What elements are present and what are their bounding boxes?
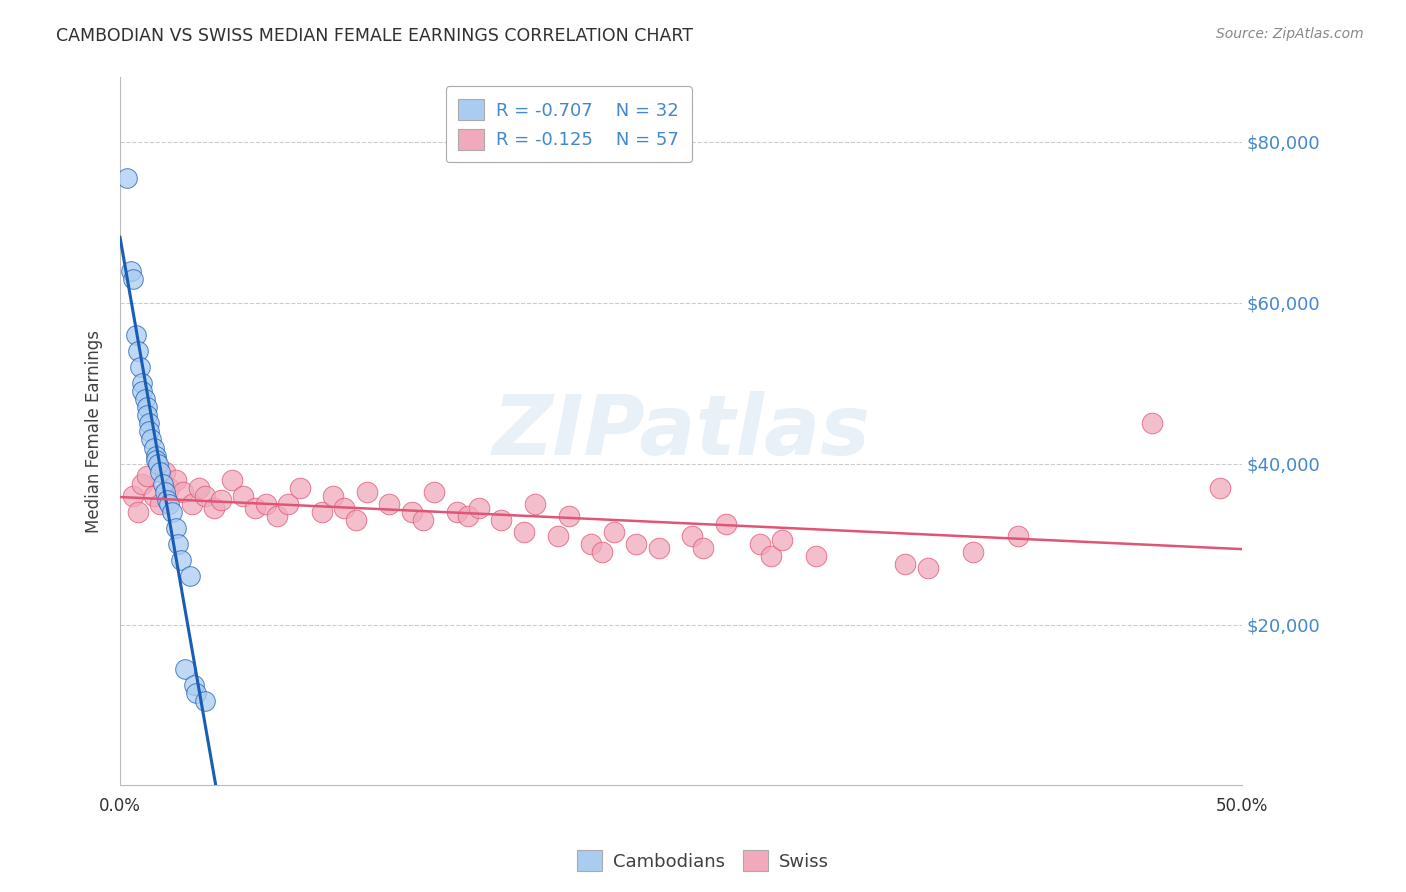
Point <box>692 541 714 555</box>
Point <box>138 425 160 439</box>
Point <box>344 513 367 527</box>
Point <box>243 500 266 515</box>
Point <box>412 513 434 527</box>
Point <box>221 473 243 487</box>
Point <box>135 409 157 423</box>
Point <box>513 524 536 539</box>
Point <box>457 508 479 523</box>
Point <box>174 662 197 676</box>
Point <box>127 343 149 358</box>
Point <box>592 545 614 559</box>
Point <box>138 417 160 431</box>
Point <box>647 541 669 555</box>
Point <box>378 497 401 511</box>
Point <box>714 516 737 531</box>
Point <box>115 171 138 186</box>
Point <box>333 500 356 515</box>
Point <box>131 476 153 491</box>
Point <box>157 497 180 511</box>
Point <box>209 492 232 507</box>
Point <box>172 484 194 499</box>
Point <box>759 549 782 563</box>
Point <box>120 263 142 277</box>
Point <box>1142 417 1164 431</box>
Point <box>624 537 647 551</box>
Point <box>1007 529 1029 543</box>
Point <box>254 497 277 511</box>
Y-axis label: Median Female Earnings: Median Female Earnings <box>86 330 103 533</box>
Point <box>202 500 225 515</box>
Point <box>141 433 163 447</box>
Point <box>153 484 176 499</box>
Point <box>149 497 172 511</box>
Point <box>142 489 165 503</box>
Point <box>917 561 939 575</box>
Point <box>167 537 190 551</box>
Point <box>524 497 547 511</box>
Point <box>491 513 513 527</box>
Point <box>146 457 169 471</box>
Point <box>401 505 423 519</box>
Point <box>277 497 299 511</box>
Point <box>770 533 793 547</box>
Point <box>127 505 149 519</box>
Point <box>602 524 624 539</box>
Point <box>122 271 145 285</box>
Legend: Cambodians, Swiss: Cambodians, Swiss <box>569 843 837 879</box>
Point <box>145 452 167 467</box>
Point <box>142 441 165 455</box>
Point <box>423 484 446 499</box>
Point <box>135 468 157 483</box>
Point <box>1208 481 1230 495</box>
Text: Source: ZipAtlas.com: Source: ZipAtlas.com <box>1216 27 1364 41</box>
Point <box>804 549 827 563</box>
Point <box>160 505 183 519</box>
Point <box>547 529 569 543</box>
Point <box>186 686 208 700</box>
Point <box>153 465 176 479</box>
Text: CAMBODIAN VS SWISS MEDIAN FEMALE EARNINGS CORRELATION CHART: CAMBODIAN VS SWISS MEDIAN FEMALE EARNING… <box>56 27 693 45</box>
Point <box>183 678 205 692</box>
Point <box>894 558 917 572</box>
Point <box>169 553 191 567</box>
Point <box>165 473 187 487</box>
Point <box>124 327 146 342</box>
Point <box>748 537 770 551</box>
Point <box>194 489 217 503</box>
Point <box>165 521 187 535</box>
Point <box>131 376 153 391</box>
Point <box>157 481 180 495</box>
Point <box>145 449 167 463</box>
Point <box>180 497 202 511</box>
Point <box>131 384 153 399</box>
Point <box>156 492 179 507</box>
Point <box>558 508 581 523</box>
Point <box>194 694 217 708</box>
Point <box>179 569 201 583</box>
Legend: R = -0.707    N = 32, R = -0.125    N = 57: R = -0.707 N = 32, R = -0.125 N = 57 <box>446 87 692 162</box>
Point <box>187 481 209 495</box>
Point <box>135 401 157 415</box>
Point <box>468 500 491 515</box>
Point <box>356 484 378 499</box>
Point <box>129 360 152 375</box>
Text: ZIPatlas: ZIPatlas <box>492 391 870 472</box>
Point <box>311 505 333 519</box>
Point <box>149 465 172 479</box>
Point <box>134 392 156 407</box>
Point <box>122 489 145 503</box>
Point <box>232 489 254 503</box>
Point <box>446 505 468 519</box>
Point <box>681 529 703 543</box>
Point <box>152 476 174 491</box>
Point <box>962 545 984 559</box>
Point <box>322 489 344 503</box>
Point <box>581 537 603 551</box>
Point <box>288 481 311 495</box>
Point <box>266 508 288 523</box>
